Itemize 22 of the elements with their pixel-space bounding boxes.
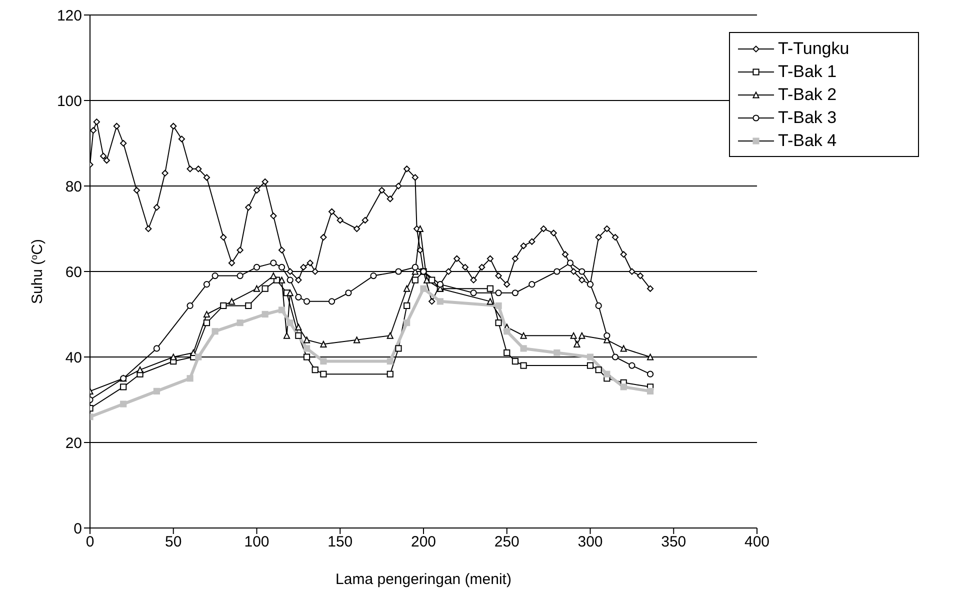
x-tick-label: 400: [744, 534, 770, 551]
y-tick-label: 40: [65, 349, 82, 366]
x-tick-label: 50: [165, 534, 182, 551]
y-tick-label: 0: [74, 520, 82, 538]
x-tick-label: 200: [410, 534, 436, 551]
y-tick-label: 80: [65, 178, 82, 196]
legend-label: T-Bak 1: [778, 62, 837, 82]
y-tick-label: 20: [65, 434, 82, 452]
x-axis-title: Lama pengeringan (menit): [336, 571, 512, 588]
x-tick-label: 150: [328, 534, 353, 551]
x-tick-label: 250: [494, 534, 520, 551]
x-tick-label: 0: [86, 534, 94, 551]
legend-label: T-Bak 2: [778, 84, 837, 104]
y-tick-label: 100: [56, 92, 82, 110]
y-tick-label: 60: [65, 264, 82, 281]
x-tick-label: 350: [661, 534, 686, 551]
legend-label: T-Bak 4: [778, 130, 837, 150]
x-tick-label: 300: [578, 534, 603, 551]
x-tick-label: 100: [244, 534, 270, 551]
legend-label: T-Tungku: [778, 38, 850, 58]
y-tick-label: 120: [56, 7, 82, 24]
legend-label: T-Bak 3: [778, 108, 837, 128]
